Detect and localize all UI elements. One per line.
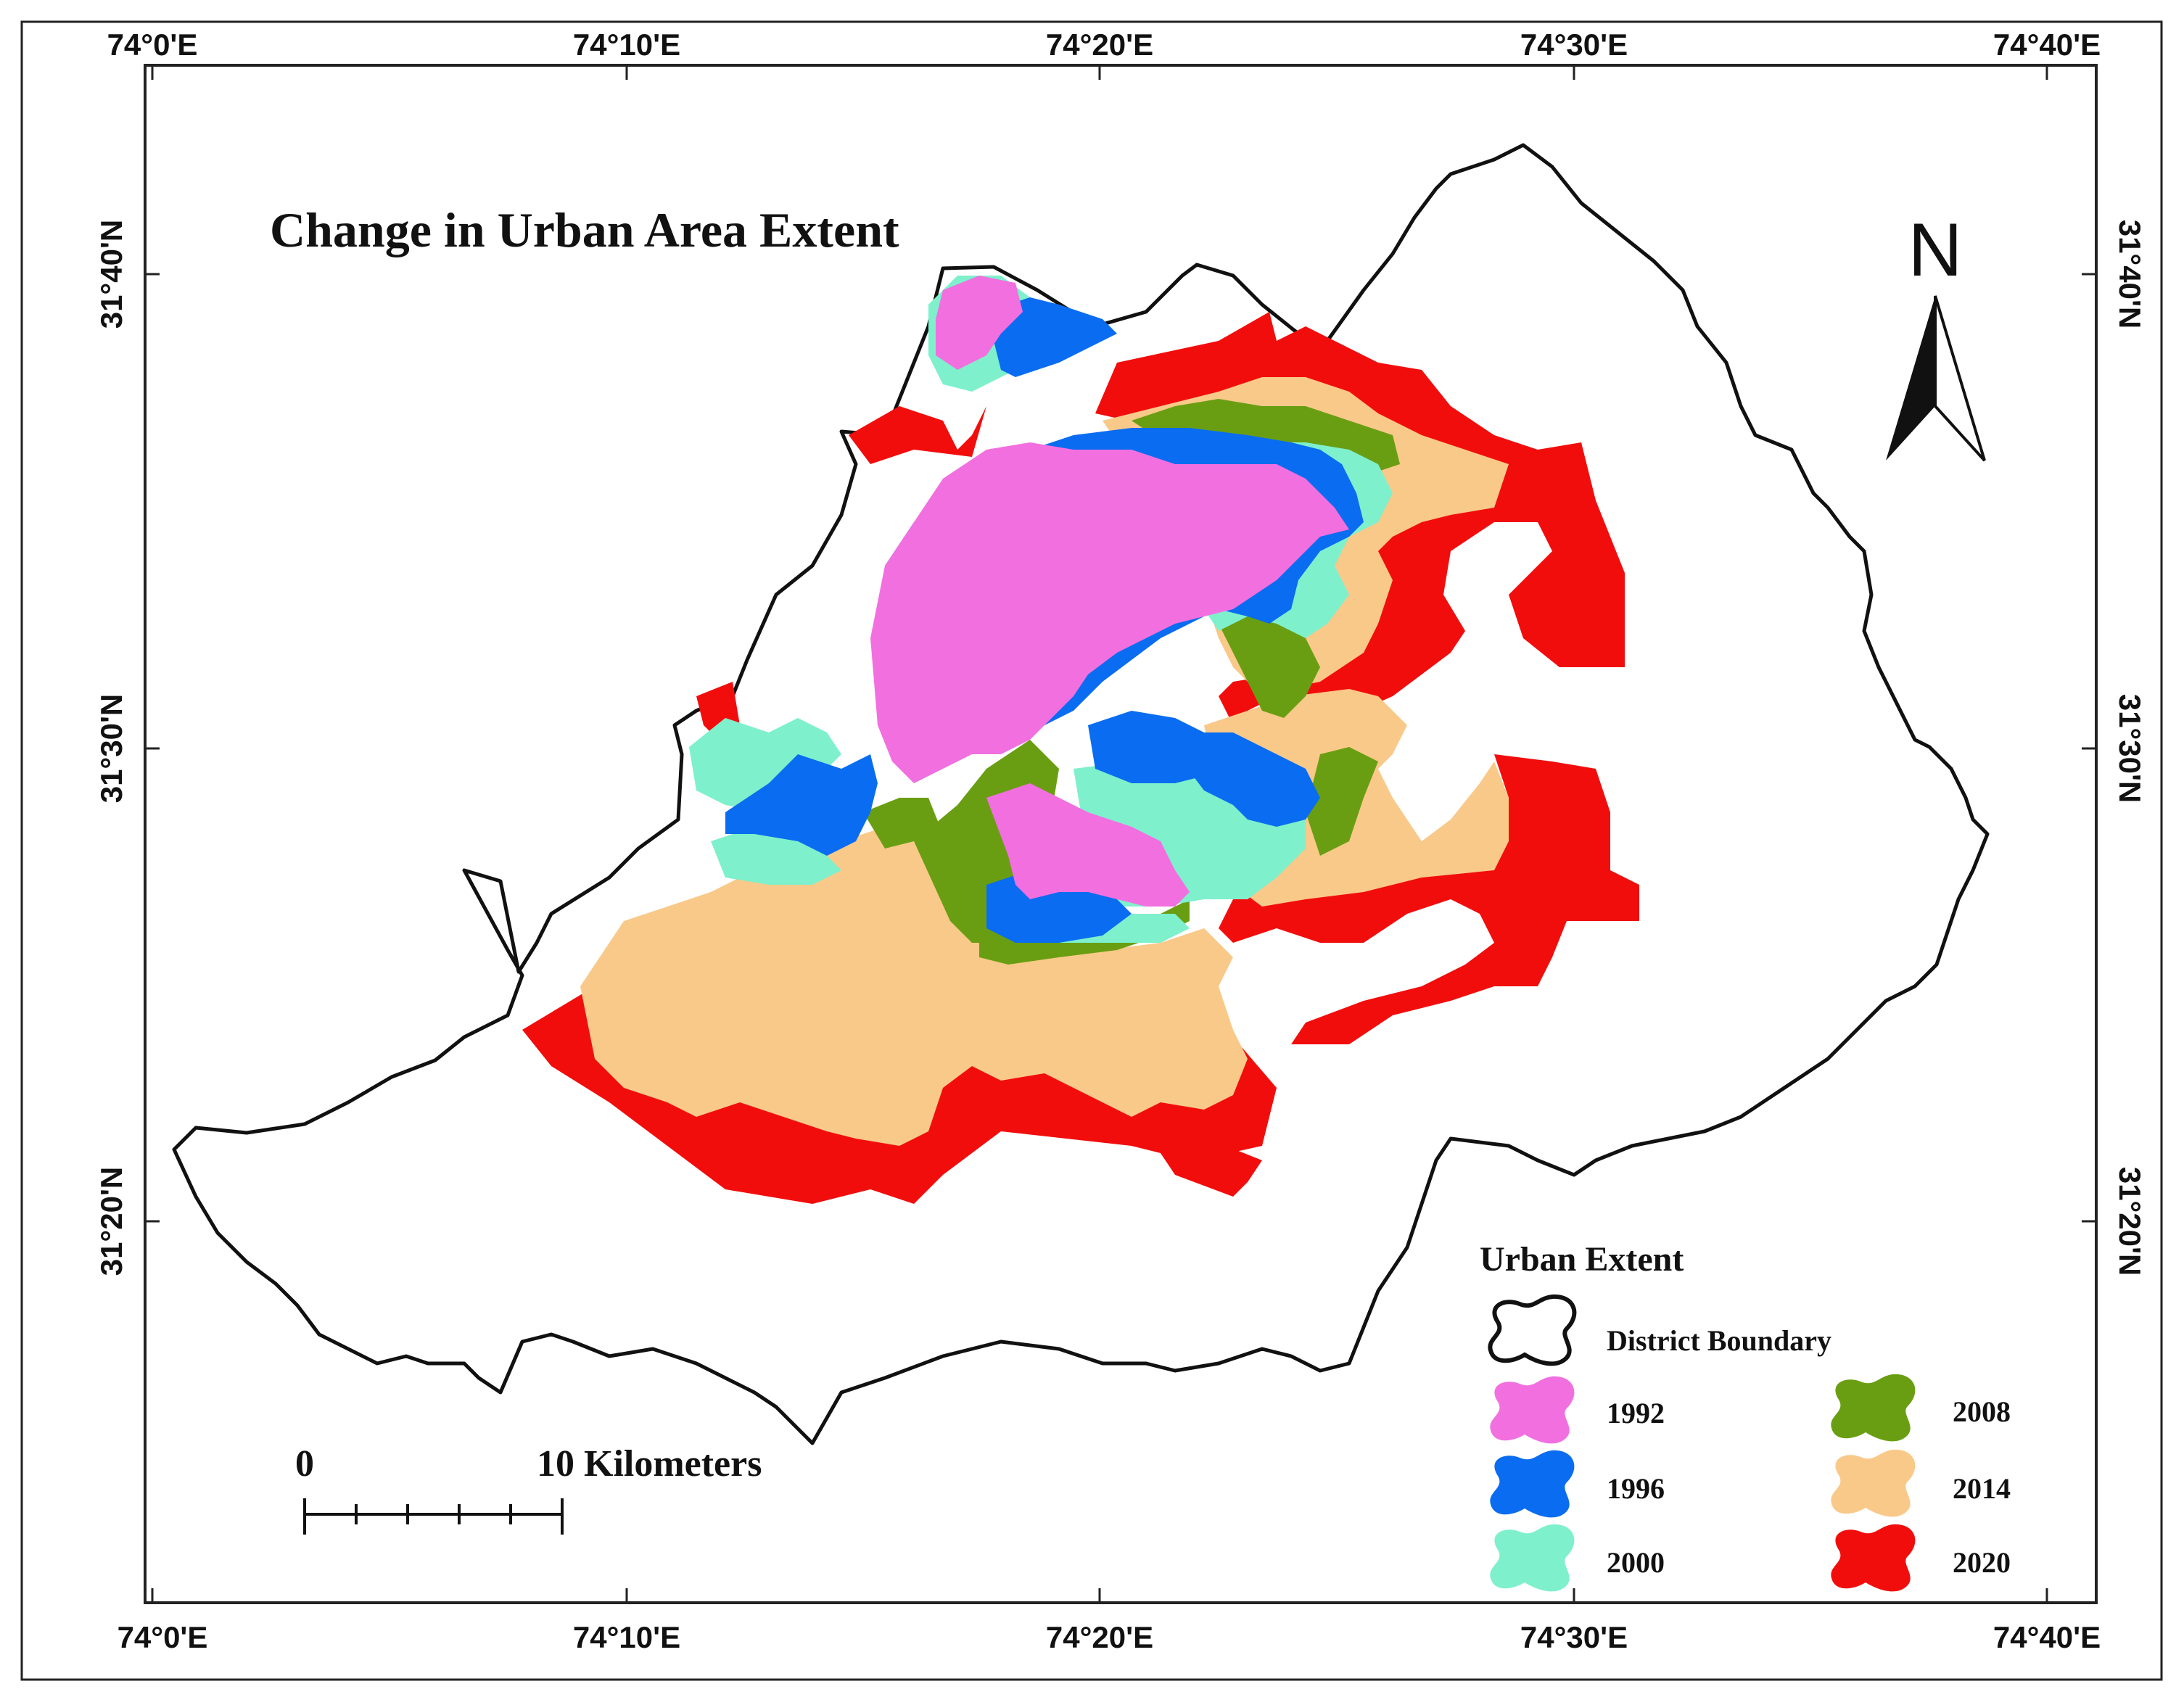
legend-swatch-2008 <box>1831 1374 1916 1442</box>
legend: Urban Extent District Boundary 1992 1996… <box>1480 1240 2011 1592</box>
coord-top-2: 74°20'E <box>1046 28 1153 62</box>
legend-swatch-1992 <box>1490 1376 1575 1444</box>
coord-top-4: 74°40'E <box>1993 28 2101 62</box>
north-arrow-right-icon <box>1934 295 1986 462</box>
coord-bottom-3: 74°30'E <box>1520 1620 1628 1654</box>
legend-title: Urban Extent <box>1480 1240 1684 1279</box>
legend-swatch-2020 <box>1831 1524 1916 1592</box>
legend-label-2008: 2008 <box>1953 1395 2011 1428</box>
graticule-ticks <box>145 65 2096 1603</box>
extent-1992 <box>870 276 1349 907</box>
north-arrow-left-icon <box>1886 296 1935 461</box>
coord-right-0: 31°40'N <box>2113 220 2147 329</box>
coord-bottom-1: 74°10'E <box>573 1620 680 1654</box>
coord-top-0: 74°0'E <box>107 28 198 62</box>
legend-swatch-2000 <box>1490 1524 1575 1592</box>
legend-item-2000: 2000 <box>1490 1524 1665 1592</box>
legend-item-1992: 1992 <box>1490 1376 1665 1444</box>
coord-right-2: 31°20'N <box>2113 1167 2147 1276</box>
coord-left-1: 31°30'N <box>94 694 128 804</box>
map-title: Change in Urban Area Extent <box>270 202 899 257</box>
coord-right-1: 31°30'N <box>2113 694 2147 804</box>
scale-end-label: 10 Kilometers <box>537 1443 762 1485</box>
legend-swatch-1996 <box>1490 1450 1575 1518</box>
legend-item-boundary: District Boundary <box>1488 1294 1831 1366</box>
coord-bottom-2: 74°20'E <box>1046 1620 1153 1654</box>
scale-bar: 0 10 Kilometers <box>295 1443 762 1535</box>
north-arrow: N <box>1886 208 1986 462</box>
legend-item-2008: 2008 <box>1831 1374 2011 1442</box>
legend-item-1996: 1996 <box>1490 1450 1665 1518</box>
legend-label-2014: 2014 <box>1953 1472 2011 1505</box>
district-boundary-swatch-icon <box>1488 1294 1577 1366</box>
legend-label-2000: 2000 <box>1607 1546 1665 1579</box>
scale-start-label: 0 <box>295 1443 314 1485</box>
legend-item-2014: 2014 <box>1831 1449 2011 1517</box>
coord-top-1: 74°10'E <box>573 28 680 62</box>
legend-label-1996: 1996 <box>1607 1472 1665 1505</box>
coord-left-2: 31°20'N <box>94 1167 128 1276</box>
legend-boundary-label: District Boundary <box>1607 1324 1831 1357</box>
north-label: N <box>1908 208 1962 292</box>
legend-swatch-2014 <box>1831 1449 1916 1517</box>
coord-top-3: 74°30'E <box>1520 28 1628 62</box>
coord-bottom-4: 74°40'E <box>1993 1620 2101 1654</box>
legend-label-2020: 2020 <box>1953 1546 2011 1579</box>
legend-item-2020: 2020 <box>1831 1524 2011 1592</box>
coord-left-0: 31°40'N <box>94 220 128 329</box>
coord-bottom-0: 74°0'E <box>118 1620 208 1654</box>
legend-label-1992: 1992 <box>1607 1397 1665 1429</box>
